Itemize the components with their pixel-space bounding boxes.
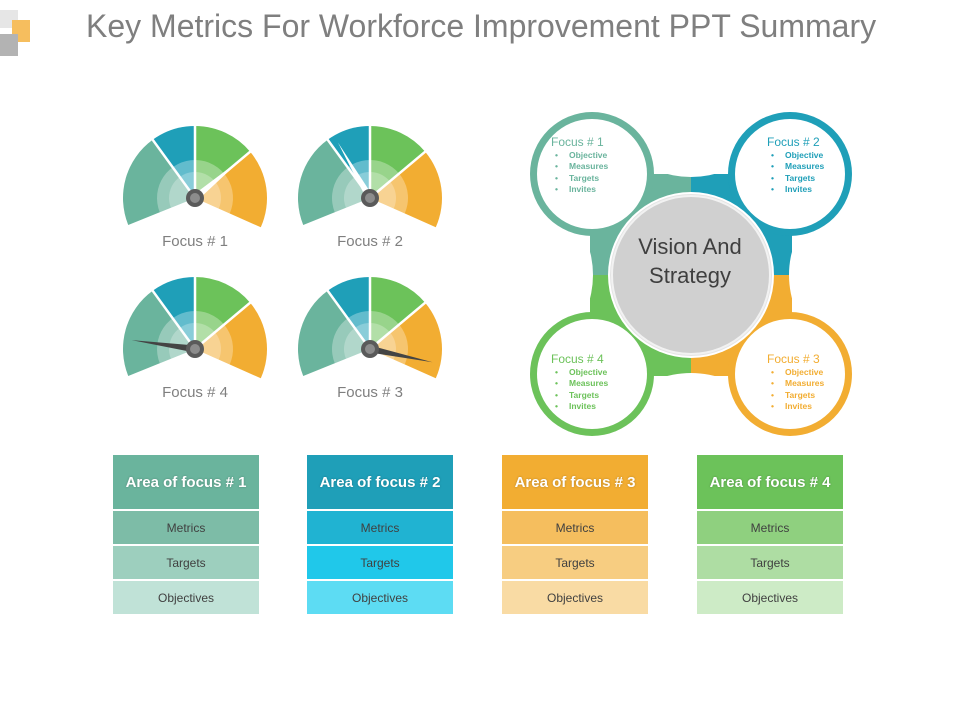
gauge-segment — [370, 126, 426, 198]
area-row-metrics: Metrics — [307, 511, 453, 544]
gauge-label: Focus # 4 — [162, 384, 228, 401]
focus-title: Focus # 2 — [767, 135, 820, 149]
gauge-dial — [297, 125, 443, 228]
area-row-targets: Targets — [307, 546, 453, 579]
gauge-ring-outer — [156, 159, 233, 214]
area-row-metrics: Metrics — [113, 511, 259, 544]
logo — [0, 0, 40, 60]
area-row-metrics: Metrics — [502, 511, 648, 544]
focus-item: Invites — [771, 401, 867, 412]
gauge-hub-center — [365, 344, 375, 354]
focus-item: Measures — [771, 161, 867, 172]
gauge-segment — [195, 126, 251, 198]
gauge-separator — [369, 150, 427, 199]
area-of-focus-3-table: Area of focus # 3 Metrics Targets Object… — [502, 455, 648, 614]
gauge-hub-center — [365, 193, 375, 203]
focus-title: Focus # 4 — [551, 352, 604, 366]
gauge-dial — [122, 125, 268, 228]
gauge-separator — [151, 289, 197, 350]
focus-item: Targets — [771, 390, 867, 401]
gauge-segment — [195, 277, 251, 349]
area-row-objectives: Objectives — [307, 581, 453, 614]
area-of-focus-1-table: Area of focus # 1 Metrics Targets Object… — [113, 455, 259, 614]
focus-item: Targets — [555, 173, 651, 184]
gauge-label: Focus # 2 — [337, 233, 403, 250]
focus-items: Objective Measures Targets Invites — [767, 367, 867, 413]
focus-item: Objective — [555, 150, 651, 161]
gauge-separator — [151, 138, 197, 199]
area-row-objectives: Objectives — [113, 581, 259, 614]
focus-items: Objective Measures Targets Invites — [551, 367, 651, 413]
gauge-focus-3: Focus # 3 — [295, 276, 445, 406]
area-row-metrics: Metrics — [697, 511, 843, 544]
area-of-focus-2-table: Area of focus # 2 Metrics Targets Object… — [307, 455, 453, 614]
focus-item: Objective — [771, 150, 867, 161]
area-row-objectives: Objectives — [697, 581, 843, 614]
area-header: Area of focus # 1 — [113, 455, 259, 509]
focus-item: Objective — [771, 367, 867, 378]
page-title: Key Metrics For Workforce Improvement PP… — [86, 8, 877, 44]
vision-center-label: Vision And Strategy — [638, 234, 742, 288]
gauge-separator — [369, 301, 427, 350]
focus-item: Invites — [555, 184, 651, 195]
focus-item: Measures — [771, 378, 867, 389]
focus-item: Invites — [771, 184, 867, 195]
gauge-hub-center — [190, 193, 200, 203]
gauge-segment — [370, 151, 443, 228]
gauge-dial — [122, 276, 268, 379]
focus-item: Targets — [555, 390, 651, 401]
center-circle — [611, 195, 771, 355]
area-header: Area of focus # 4 — [697, 455, 843, 509]
area-row-targets: Targets — [697, 546, 843, 579]
gauge-ring-outer — [331, 159, 408, 214]
gauge-ring-outer — [156, 310, 233, 365]
area-of-focus-4-table: Area of focus # 4 Metrics Targets Object… — [697, 455, 843, 614]
focus-item: Invites — [555, 401, 651, 412]
gauge-needle — [369, 345, 433, 363]
gauge-needle — [192, 156, 245, 201]
gauge-hub-center — [190, 344, 200, 354]
gauge-segment — [152, 277, 195, 349]
gauge-segment — [195, 151, 268, 228]
gauge-separator — [326, 289, 372, 350]
gauge-separator — [194, 301, 252, 350]
focus-4-text: Focus # 4 Objective Measures Targets Inv… — [551, 352, 651, 413]
focus-1-text: Focus # 1 Objective Measures Targets Inv… — [551, 135, 651, 196]
gauge-segment — [297, 290, 370, 376]
focus-2-text: Focus # 2 Objective Measures Targets Inv… — [767, 135, 867, 196]
area-header: Area of focus # 3 — [502, 455, 648, 509]
area-row-objectives: Objectives — [502, 581, 648, 614]
focus-items: Objective Measures Targets Invites — [551, 150, 651, 196]
gauge-label: Focus # 1 — [162, 233, 228, 250]
gauge-segment — [122, 290, 195, 376]
focus-item: Targets — [771, 173, 867, 184]
gauge-segment — [152, 126, 195, 198]
gauge-segment — [195, 302, 268, 379]
focus-items: Objective Measures Targets Invites — [767, 150, 867, 196]
focus-title: Focus # 3 — [767, 352, 820, 366]
gauge-segment — [370, 277, 426, 349]
gauge-label: Focus # 3 — [337, 384, 403, 401]
gauge-focus-2: Focus # 2 — [295, 125, 445, 255]
gauge-segment — [297, 139, 370, 225]
gauge-segment — [327, 277, 370, 349]
focus-3-text: Focus # 3 Objective Measures Targets Inv… — [767, 352, 867, 413]
focus-item: Measures — [555, 161, 651, 172]
area-row-targets: Targets — [113, 546, 259, 579]
focus-title: Focus # 1 — [551, 135, 604, 149]
gauge-segment — [122, 139, 195, 225]
gauge-focus-1: Focus # 1 — [120, 125, 270, 255]
gauge-segment — [370, 302, 443, 379]
focus-item: Measures — [555, 378, 651, 389]
gauge-needle — [131, 340, 196, 353]
area-header: Area of focus # 2 — [307, 455, 453, 509]
gauge-needle — [338, 142, 374, 200]
gauge-focus-4: Focus # 4 — [120, 276, 270, 406]
gauge-dial — [297, 276, 443, 379]
focus-item: Objective — [555, 367, 651, 378]
area-row-targets: Targets — [502, 546, 648, 579]
